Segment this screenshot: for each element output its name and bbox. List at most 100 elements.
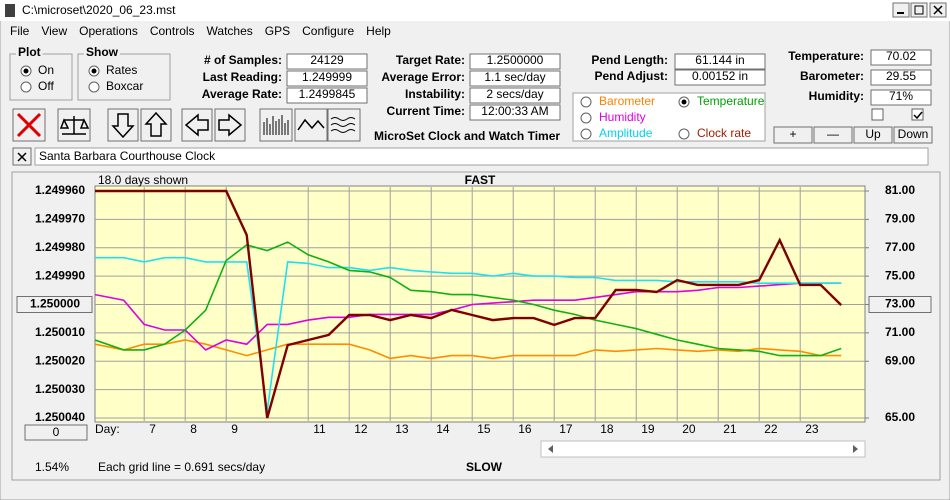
field-label: Barometer: [800,69,864,83]
channel-radio-dot [681,99,687,105]
channel-radio[interactable] [580,128,592,140]
field-box [674,69,766,86]
menu-item[interactable]: Help [366,24,391,38]
menu-item[interactable]: GPS [265,24,290,38]
y2-tick-label: 77.00 [885,240,915,254]
menu-item[interactable]: Configure [302,24,354,38]
series-line [95,282,842,351]
field-value: 24129 [310,53,344,67]
y-tick-label: 1.249960 [35,183,85,197]
wave-icon [297,118,325,131]
checkbox[interactable] [871,108,884,121]
series-line [95,189,843,419]
y-tick-label: 1.250040 [35,410,85,424]
adjust-button[interactable] [853,126,893,144]
group-title-bg [84,48,120,58]
scrollbar[interactable] [540,440,866,458]
adjust-button[interactable] [893,126,933,144]
checkbox[interactable] [911,108,924,121]
channel-label: Amplitude [599,126,653,140]
y-tick-label: 1.250010 [35,325,85,339]
percent-label: 1.54% [35,460,69,474]
menu-item[interactable]: View [41,24,67,38]
group-box [77,53,171,101]
close-icon [933,5,943,15]
menu-item[interactable]: Controls [150,24,195,38]
y-tick-label: 1.249980 [35,240,85,254]
adjust-button[interactable] [813,126,853,144]
channel-label: Clock rate [697,126,751,140]
adjust-button-label: Down [898,127,929,141]
y-tick-label: 1.249990 [35,268,85,282]
radio-button[interactable] [20,81,32,93]
clock-name-field[interactable] [34,147,929,166]
radio-button[interactable] [88,81,100,93]
adjust-button[interactable] [773,126,813,144]
field-value: 12:00:33 AM [481,104,548,118]
field-label: Last Reading: [203,70,282,84]
bars-icon [263,115,289,135]
menu-item[interactable]: Watches [207,24,253,38]
slow-label: SLOW [466,460,503,474]
offset-label: 0 [53,425,60,439]
y-tick-button[interactable] [16,296,93,313]
menu-item[interactable]: Operations [79,24,138,38]
channel-label: Humidity [599,110,646,124]
remove-clock-icon [17,152,27,162]
channel-label: Barometer [599,94,655,108]
y2-tick-button[interactable] [868,296,932,313]
channel-radio[interactable] [580,96,592,108]
x-tick-label: 13 [395,422,409,436]
smooth-button[interactable] [327,108,361,142]
x-tick-label: 15 [477,422,491,436]
clear-icon [16,112,42,138]
field-value: 29.55 [886,69,916,83]
field-label: # of Samples: [204,53,282,67]
radio-button-dot [91,68,97,74]
field-value: 0.00152 in [692,69,748,83]
channel-radio[interactable] [580,112,592,124]
field-label: Pend Adjust: [594,69,668,83]
field-box [870,69,932,86]
app-icon [5,4,15,17]
up-arrow-icon [144,111,168,137]
window-title: C:\microset\2020_06_23.mst [22,3,176,17]
toolbar [12,108,361,142]
radio-label: On [38,63,54,77]
adjust-button-label: Up [865,127,881,141]
menu-item[interactable]: File [10,24,30,38]
field-label: Instability: [405,87,465,101]
group-title-bg [16,48,43,58]
y-tick-label: 1.249970 [35,212,85,226]
offset-button[interactable] [24,424,88,441]
adjust-button-label: — [827,127,839,141]
field-value: 1.2500000 [487,53,544,67]
checkbox-check [913,111,923,120]
x-tick-label: 7 [149,422,156,436]
field-box [286,87,368,104]
x-tick-label: 23 [805,422,819,436]
minimize-button[interactable] [892,2,910,18]
x-tick-label: 20 [682,422,696,436]
y2-tick-label: 71.00 [885,325,915,339]
field-value: 61.144 in [695,53,744,67]
field-label: Humidity: [809,89,864,103]
days-shown: 18.0 days shown [98,173,188,187]
field-label: Average Error: [381,70,465,84]
x-tick-label: 22 [764,422,778,436]
x-tick-label: 18 [600,422,614,436]
radio-label: Boxcar [106,79,143,93]
series-line [95,339,842,360]
maximize-button[interactable] [910,2,928,18]
left-arrow-icon [184,113,209,137]
field-box [286,70,368,87]
field-box [469,104,561,121]
radio-label: Rates [106,63,137,77]
field-box [469,70,561,87]
x-tick-label: 8 [190,422,197,436]
window-controls[interactable] [892,2,947,18]
channel-radio[interactable] [678,128,690,140]
y2-tick-label: 75.00 [885,268,915,282]
radio-button-dot [23,68,29,74]
